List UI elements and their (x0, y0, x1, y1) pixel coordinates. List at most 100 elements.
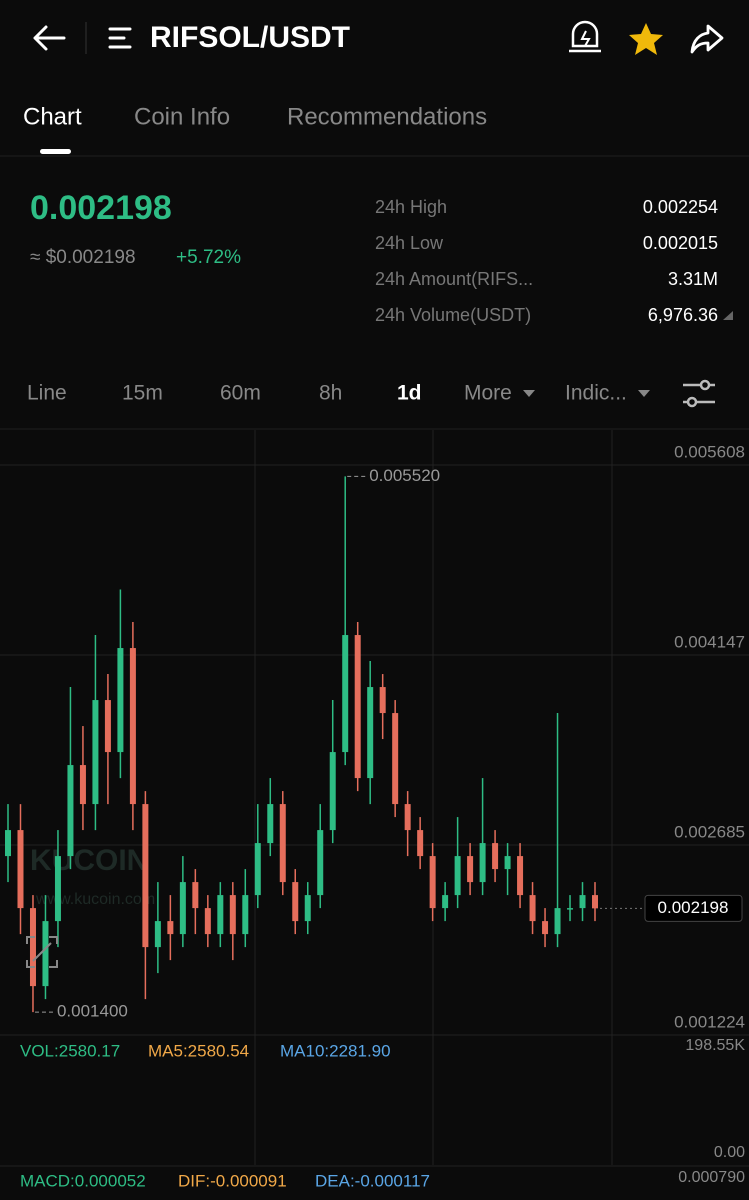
watermark: KUCOIN (30, 844, 148, 877)
volume-axis-bottom: 0.00 (714, 1144, 745, 1161)
interval-option[interactable]: 15m (122, 382, 163, 405)
candle-body (104, 700, 111, 753)
interval-option[interactable]: 60m (220, 382, 261, 405)
pair-title: RIFSOL/USDT (150, 21, 350, 54)
ma5-label: MA5:2580.54 (148, 1041, 249, 1060)
candle-body (492, 843, 499, 870)
macd-label: MACD:0.000052 (20, 1171, 146, 1190)
vol-label: VOL:2580.17 (20, 1041, 120, 1060)
tab-active[interactable]: Chart (23, 103, 82, 130)
candle-body (392, 713, 399, 805)
candle-body (5, 830, 11, 857)
candle-body (242, 895, 249, 935)
alert-button[interactable] (569, 20, 601, 53)
last-price: 0.002198 (30, 189, 172, 227)
candle-body (92, 700, 99, 805)
stat-label: 24h High (375, 197, 447, 217)
candle-body (192, 882, 199, 909)
candle-body (204, 908, 211, 935)
candle-body (592, 895, 598, 909)
candle-body (542, 921, 549, 935)
candle-body (154, 921, 161, 948)
candle-body (229, 895, 236, 935)
volume-axis-top: 198.55K (685, 1037, 745, 1054)
candle-body (342, 635, 349, 753)
candle-body (579, 895, 586, 909)
candle-body (479, 843, 486, 883)
stat-label: 24h Low (375, 233, 444, 253)
stat-value: 0.002254 (643, 197, 718, 217)
candle-body (217, 895, 224, 935)
candle-body (442, 895, 449, 909)
candle-body (129, 648, 136, 805)
share-button[interactable] (690, 24, 724, 54)
candle-body (17, 830, 24, 909)
y-tick-label: 0.005608 (674, 442, 745, 461)
interval-option[interactable]: 8h (319, 382, 342, 405)
candle-body (354, 635, 361, 779)
expand-arrow[interactable] (723, 311, 733, 320)
y-tick-label: 0.004147 (674, 632, 745, 651)
candle-body (79, 765, 86, 805)
candle-body (554, 908, 561, 935)
last-price-label: 0.002198 (658, 898, 729, 917)
candle-body (54, 856, 61, 922)
tab[interactable]: Coin Info (134, 103, 230, 130)
candle-body (567, 908, 574, 910)
price-change: +5.72% (176, 247, 241, 268)
candle-body (379, 687, 386, 714)
macd-axis-top: 0.000790 (678, 1169, 745, 1186)
high-marker-label: 0.005520 (369, 466, 440, 485)
interval-option[interactable]: Line (27, 382, 67, 405)
dropdown-arrow (523, 390, 535, 397)
dif-label: DIF:-0.000091 (178, 1171, 287, 1190)
stat-label: 24h Volume(USDT) (375, 305, 531, 325)
back-button[interactable] (33, 25, 66, 51)
candle-body (29, 908, 36, 987)
interval-option[interactable]: More (464, 382, 512, 405)
y-tick-label: 0.001224 (674, 1012, 745, 1031)
stat-value: 0.002015 (643, 233, 718, 253)
candle-body (367, 687, 374, 779)
y-tick-label: 0.002685 (674, 823, 745, 842)
candle-body (404, 804, 411, 831)
fullscreen-button[interactable] (26, 936, 58, 968)
interval-option[interactable]: Indic... (565, 382, 627, 405)
candle-body (429, 856, 436, 909)
candle-body (467, 856, 474, 883)
candle-body (304, 895, 311, 922)
candle-body (317, 830, 324, 896)
candle-body (42, 921, 49, 987)
dea-label: DEA:-0.000117 (315, 1171, 430, 1190)
candle-body (142, 804, 149, 948)
favorite-star[interactable] (629, 23, 663, 55)
tab-indicator (40, 149, 71, 154)
candle-body (179, 882, 186, 935)
candle-body (167, 921, 174, 935)
candle-body (417, 830, 424, 857)
candle-body (279, 804, 286, 883)
chart-settings[interactable] (683, 379, 715, 408)
interval-option[interactable]: 1d (397, 382, 422, 405)
ma10-label: MA10:2281.90 (280, 1041, 391, 1060)
candle-body (254, 843, 261, 896)
candle-body (292, 882, 299, 922)
watermark-url: www.kucoin.com (35, 891, 155, 908)
last-price-box (644, 894, 743, 922)
candle-body (529, 895, 536, 922)
fiat-price: ≈ $0.002198 (30, 247, 136, 268)
candle-body (329, 752, 336, 831)
candle-body (517, 856, 524, 896)
grid-vertical (254, 430, 613, 1165)
stat-value: 6,976.36 (648, 305, 718, 325)
candle-body (67, 765, 74, 857)
tab[interactable]: Recommendations (287, 103, 487, 130)
stat-value: 3.31M (668, 269, 718, 289)
candle-body (504, 856, 511, 870)
dropdown-arrow (638, 390, 650, 397)
candle-body (454, 856, 461, 896)
menu-button[interactable] (108, 27, 132, 49)
candle-body (117, 648, 124, 753)
low-marker-label: 0.001400 (57, 1002, 128, 1021)
